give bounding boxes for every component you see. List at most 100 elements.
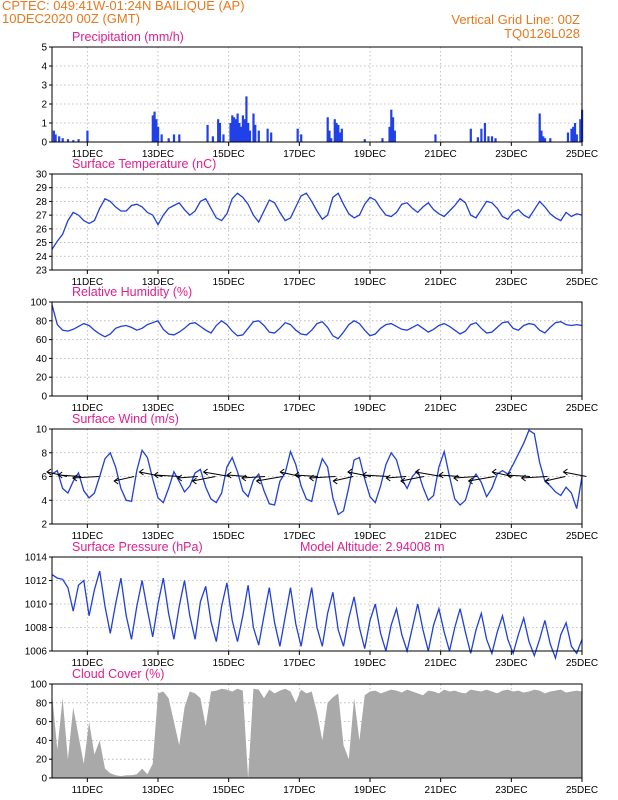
precip-bar xyxy=(236,113,239,142)
wind-arrow-head xyxy=(506,471,512,479)
precip-bar xyxy=(337,124,340,142)
wind-arrow-head xyxy=(308,474,314,482)
wind-arrow-head xyxy=(255,477,261,485)
precip-bar xyxy=(77,139,80,142)
precip-bar xyxy=(86,130,89,142)
wind-arrow-head xyxy=(294,471,300,479)
y-tick-label: 100 xyxy=(30,680,47,691)
precip-bar xyxy=(155,119,158,142)
precip-bar xyxy=(381,138,384,142)
y-tick-label: 1006 xyxy=(25,647,48,658)
precip-bar xyxy=(487,136,490,142)
wind-arrow xyxy=(154,474,181,477)
precip-bar xyxy=(538,113,541,142)
wind-arrow xyxy=(177,476,198,479)
y-tick-label: 1010 xyxy=(25,600,48,611)
wind-arrow-head xyxy=(385,474,391,482)
wind-arrow-head xyxy=(347,468,353,476)
wind-arrow xyxy=(72,476,99,479)
x-tick-label: 19DEC xyxy=(354,149,386,160)
y-tick-label: 1 xyxy=(41,119,47,130)
precip-bar xyxy=(245,96,248,142)
precip-bar xyxy=(390,109,393,142)
y-tick-label: 24 xyxy=(36,252,48,263)
wind-arrow-head xyxy=(176,474,183,482)
wind-arrow-head xyxy=(46,468,52,476)
panel-title-5: Cloud Cover (%) xyxy=(72,667,164,681)
x-tick-label: 19DEC xyxy=(354,277,386,288)
x-tick-label: 19DEC xyxy=(354,785,386,796)
x-tick-label: 21DEC xyxy=(425,785,457,796)
y-tick-label: 40 xyxy=(36,354,48,365)
precip-bar xyxy=(363,139,366,142)
precip-bar xyxy=(573,123,577,142)
x-tick-label: 21DEC xyxy=(425,403,457,414)
precip-bar xyxy=(243,119,246,142)
y-tick-label: 1008 xyxy=(25,623,48,634)
precip-bar xyxy=(218,123,222,142)
x-tick-label: 13DEC xyxy=(142,149,174,160)
wind-arrow-head xyxy=(544,477,550,485)
wind-arrow xyxy=(203,471,230,477)
precip-bar xyxy=(211,136,214,142)
wind-arrow-head xyxy=(562,468,568,476)
x-tick-label: 19DEC xyxy=(354,403,386,414)
y-tick-label: 20 xyxy=(36,373,48,384)
wind-arrow-head xyxy=(226,471,232,479)
x-tick-label: 25DEC xyxy=(566,531,598,542)
wind-arrow xyxy=(400,476,425,482)
x-tick-label: 23DEC xyxy=(495,277,527,288)
x-tick-label: 15DEC xyxy=(213,403,245,414)
series-line-3 xyxy=(51,429,583,516)
precip-bar xyxy=(157,126,160,142)
grid-lines-2 xyxy=(52,301,583,397)
y-tick-label: 6 xyxy=(41,472,47,483)
x-tick-label: 17DEC xyxy=(283,277,315,288)
wind-arrow xyxy=(294,474,318,477)
precip-bar xyxy=(579,119,582,142)
precip-bar xyxy=(61,138,64,142)
y-tick-label: 80 xyxy=(36,698,48,709)
precip-bar xyxy=(153,111,156,142)
y-tick-label: 27 xyxy=(36,211,48,222)
wind-arrow-head xyxy=(153,471,159,479)
x-tick-label: 11DEC xyxy=(72,785,104,796)
model-altitude-label: Model Altitude: 2.94008 m xyxy=(300,540,445,554)
precip-bar xyxy=(330,138,333,142)
wind-arrow xyxy=(492,471,513,477)
precip-bar xyxy=(338,132,342,142)
wind-arrow xyxy=(415,471,442,477)
y-tick-label: 1014 xyxy=(25,553,48,564)
y-tick-label: 40 xyxy=(36,736,48,747)
x-tick-label: 15DEC xyxy=(213,658,245,669)
grid-lines-0 xyxy=(52,46,583,143)
y-tick-label: 1012 xyxy=(25,576,48,587)
wind-arrow-head xyxy=(138,468,144,476)
x-tick-label: 23DEC xyxy=(495,658,527,669)
precip-bar xyxy=(494,138,497,142)
cloud-cover-area xyxy=(52,688,582,778)
wind-arrow xyxy=(362,474,389,477)
wind-arrow-head xyxy=(332,477,338,485)
y-tick-label: 8 xyxy=(41,448,47,459)
precip-bar xyxy=(172,134,176,142)
precip-bar xyxy=(328,130,331,142)
x-tick-label: 19DEC xyxy=(354,658,386,669)
header-date: 10DEC2020 00Z (GMT) xyxy=(2,11,140,26)
precip-bar xyxy=(270,132,273,142)
y-tick-label: 2 xyxy=(41,100,47,111)
x-tick-label: 17DEC xyxy=(283,149,315,160)
precip-bar xyxy=(566,132,570,142)
x-tick-label: 17DEC xyxy=(283,658,315,669)
wind-arrow xyxy=(506,474,530,477)
precip-bar xyxy=(241,115,244,142)
precip-bar xyxy=(217,119,220,142)
y-tick-label: 60 xyxy=(36,717,48,728)
x-tick-label: 21DEC xyxy=(425,149,457,160)
wind-arrow-head xyxy=(414,468,420,476)
x-tick-label: 11DEC xyxy=(72,149,104,160)
precip-bar xyxy=(469,128,472,142)
precip-bar xyxy=(266,128,269,142)
panel-frame-1 xyxy=(51,173,583,271)
